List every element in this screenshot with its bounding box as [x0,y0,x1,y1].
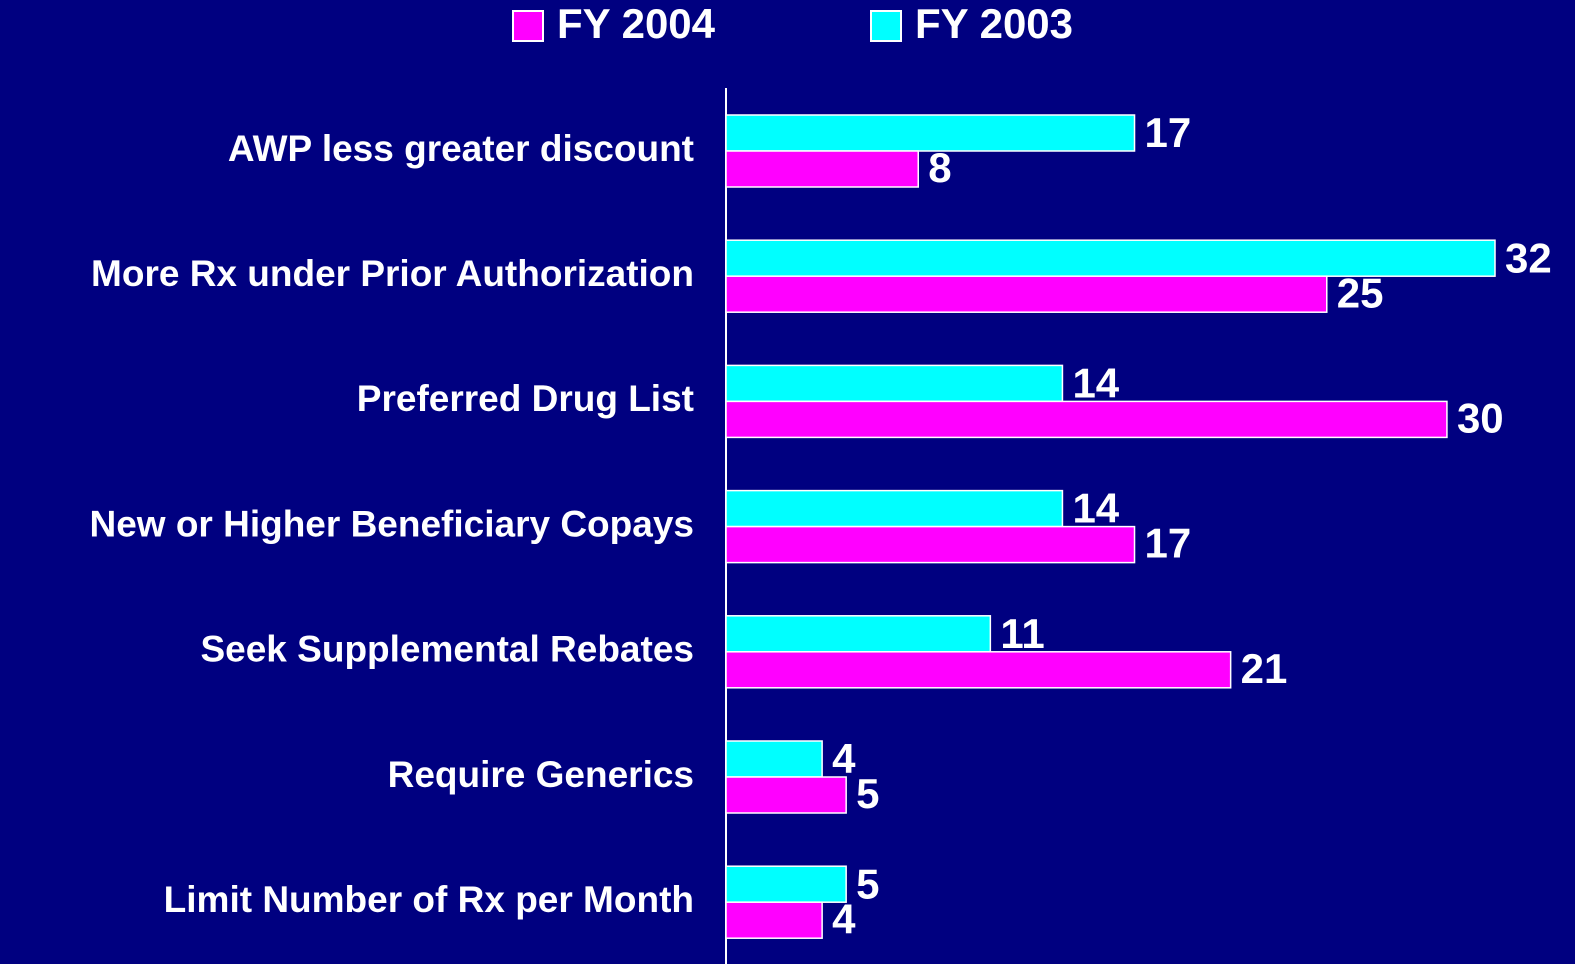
bar [725,525,1136,564]
legend-swatch [870,10,902,42]
value-label: 4 [832,735,856,782]
value-label: 21 [1241,645,1288,692]
legend-swatch [512,10,544,42]
category-label: Limit Number of Rx per Month [164,879,694,920]
bar [725,150,919,188]
bar [725,114,1136,152]
value-label: 32 [1505,234,1552,281]
legend-label: FY 2003 [915,0,1073,47]
value-label: 8 [928,144,951,191]
value-label: 30 [1457,394,1504,441]
category-label: Seek Supplemental Rebates [200,629,694,670]
value-label: 17 [1145,109,1192,156]
value-label: 14 [1072,485,1119,532]
category-label: Require Generics [388,754,694,795]
bar [725,651,1232,689]
category-label: More Rx under Prior Authorization [91,253,694,294]
category-label: Preferred Drug List [357,378,694,419]
bar [725,400,1448,439]
value-label: 11 [1000,610,1044,657]
bar [725,740,823,778]
bar [725,865,847,903]
bar [725,776,847,814]
category-label: AWP less greater discount [228,128,694,169]
bar [725,901,823,939]
value-label: 17 [1145,520,1192,567]
value-label: 4 [832,895,856,942]
bar [725,489,1064,528]
value-label: 25 [1337,269,1384,316]
value-label: 5 [856,860,879,907]
legend-label: FY 2004 [557,0,716,47]
bar [725,615,992,653]
value-label: 14 [1072,359,1119,406]
category-label: New or Higher Beneficiary Copays [89,503,694,544]
value-label: 5 [856,770,879,817]
bar [725,364,1064,403]
bar [725,275,1328,313]
